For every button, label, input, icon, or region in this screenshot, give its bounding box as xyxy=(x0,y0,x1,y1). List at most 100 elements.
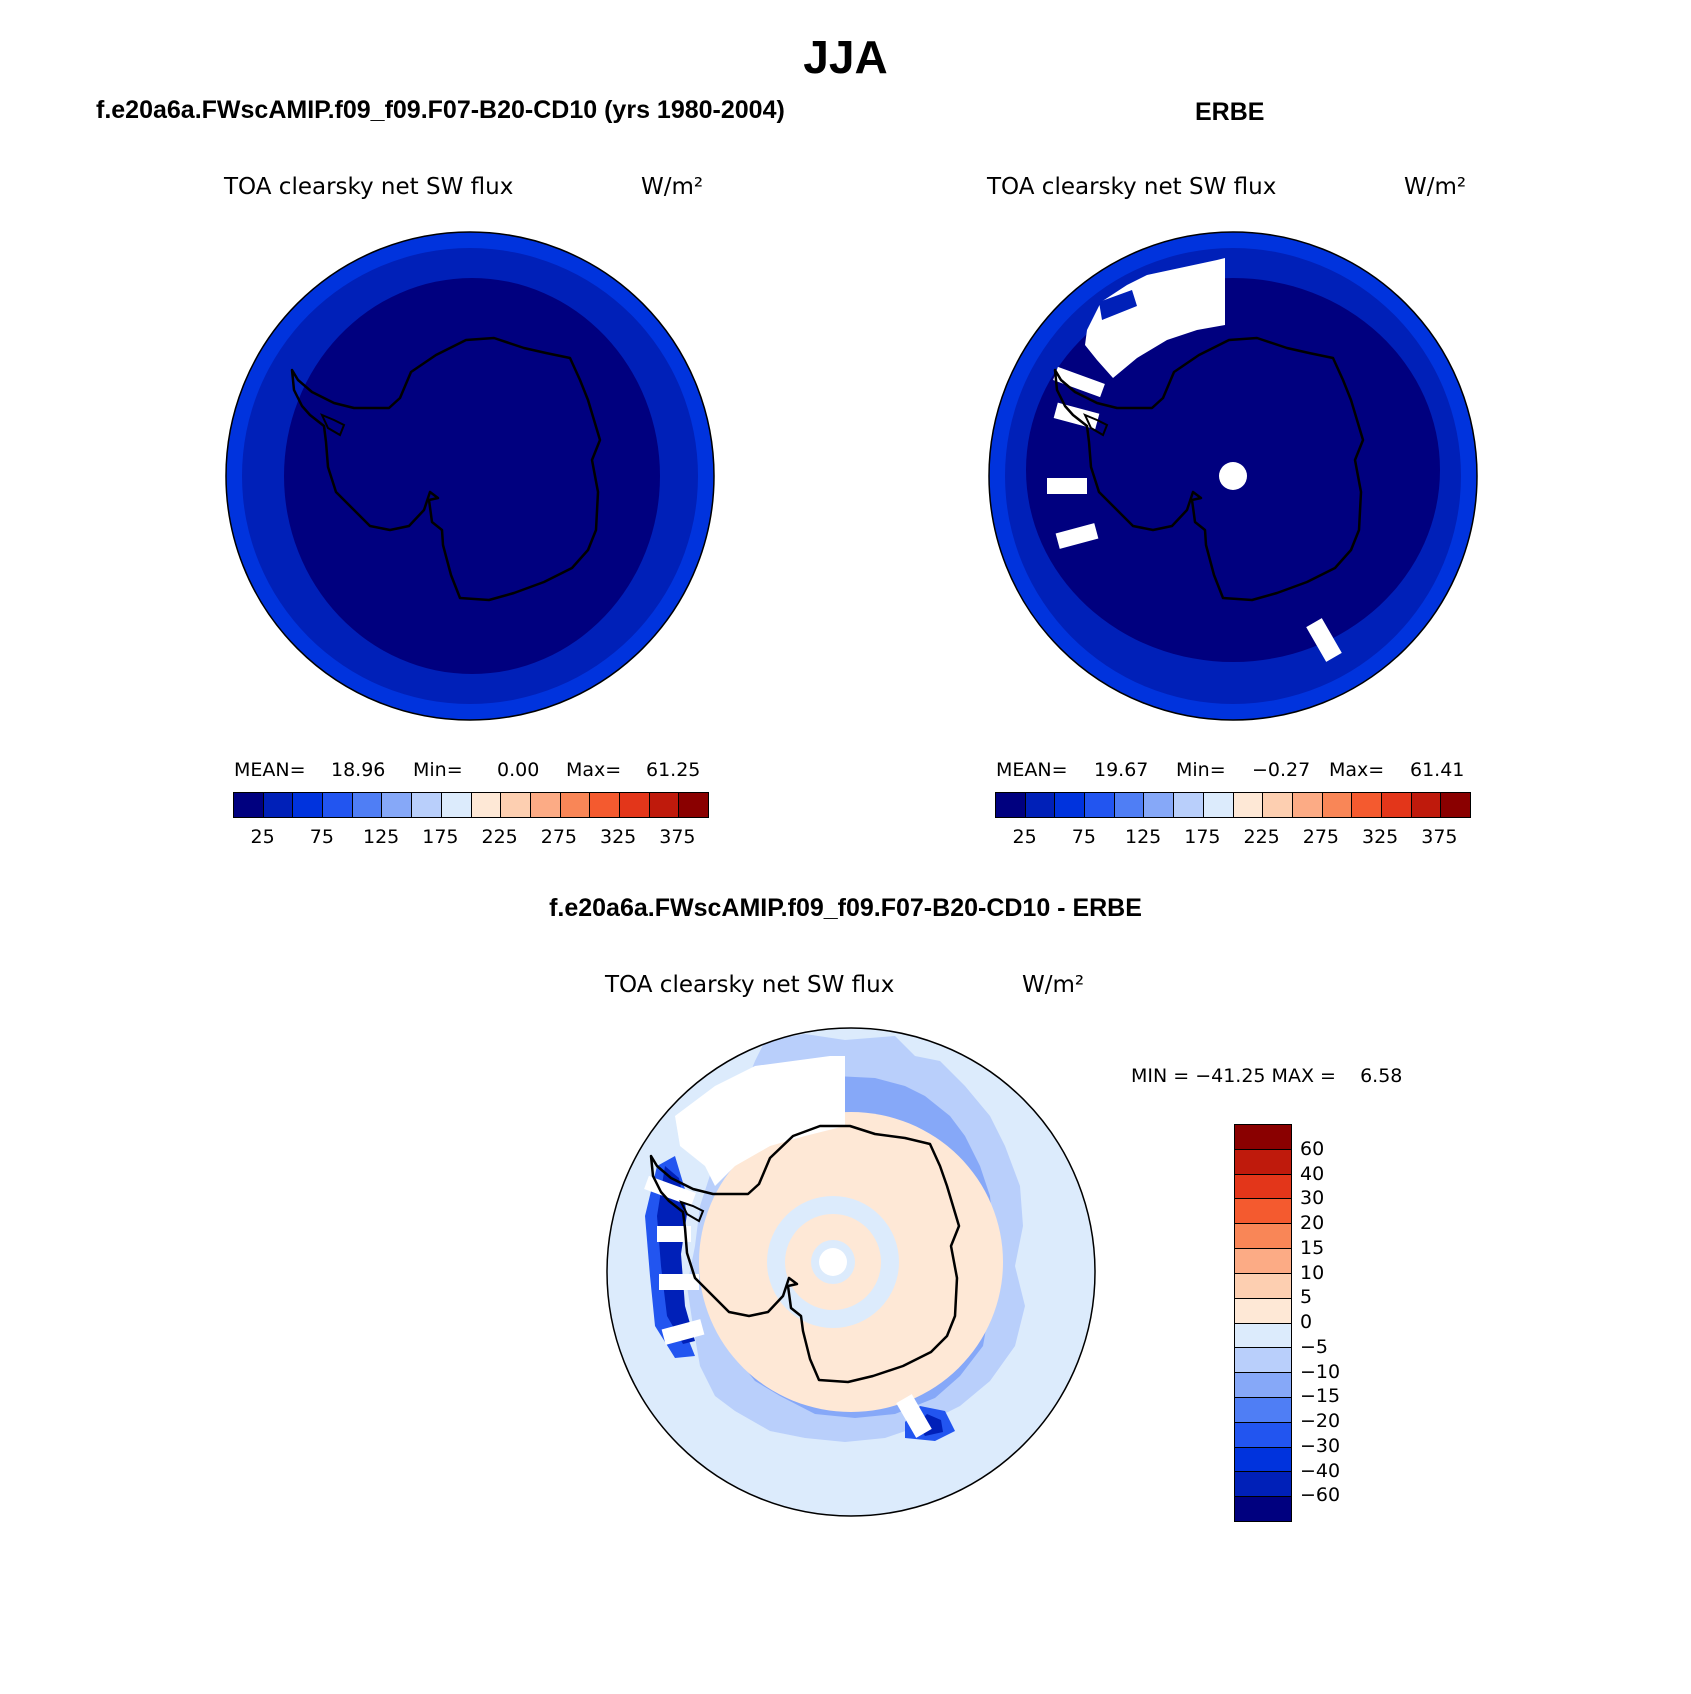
obs-colorbar-swatch xyxy=(1174,793,1204,817)
antarctica-coastline xyxy=(649,1124,961,1384)
antarctica-coastline xyxy=(1053,336,1365,602)
diff-units-label: W/m² xyxy=(1022,972,1085,998)
obs-variable-label: TOA clearsky net SW flux xyxy=(987,174,1277,200)
diff-colorbar-tick-label: 0 xyxy=(1300,1311,1313,1333)
obs-colorbar-swatch xyxy=(1322,793,1353,817)
obs-colorbar-tick-label: 175 xyxy=(1184,826,1221,848)
model-panel-title: f.e20a6a.FWscAMIP.f09_f09.F07-B20-CD10 (… xyxy=(96,96,785,124)
diff-colorbar-swatch xyxy=(1235,1273,1291,1299)
obs-colorbar-swatch xyxy=(1263,793,1293,817)
obs-colorbar-swatch xyxy=(1292,793,1323,817)
model-colorbar-ticks: 25 75 125 175 225 275 325 375 xyxy=(233,826,707,850)
obs-panel-title: ERBE xyxy=(1195,98,1265,126)
model-colorbar-swatch xyxy=(382,793,413,817)
diff-colorbar-tick-label: 60 xyxy=(1300,1137,1325,1160)
model-map xyxy=(225,231,715,721)
model-max-value: 61.25 xyxy=(646,759,701,781)
model-colorbar-swatch xyxy=(471,793,502,817)
model-colorbar-swatch xyxy=(412,793,442,817)
diff-colorbar-tick-label: 10 xyxy=(1300,1261,1325,1284)
diff-minmax-label: MIN = −41.25 MAX = 6.58 xyxy=(1131,1065,1403,1087)
diff-colorbar-swatch xyxy=(1235,1149,1291,1175)
obs-map xyxy=(988,231,1478,721)
diff-colorbar-tick-label: −40 xyxy=(1300,1459,1341,1482)
diff-colorbar-swatch xyxy=(1235,1348,1291,1374)
diff-colorbar-swatch xyxy=(1235,1323,1291,1349)
obs-colorbar-swatch xyxy=(1203,793,1234,817)
obs-colorbar-swatch xyxy=(1233,793,1264,817)
model-colorbar-swatch xyxy=(293,793,324,817)
obs-max-label: Max= xyxy=(1329,759,1385,781)
obs-max-value: 61.41 xyxy=(1410,759,1465,781)
obs-colorbar-tick-label: 325 xyxy=(1361,826,1399,848)
model-colorbar-swatch xyxy=(263,793,294,817)
diff-colorbar-swatch xyxy=(1235,1298,1291,1324)
obs-colorbar-tick-label: 375 xyxy=(1421,826,1458,848)
obs-colorbar-tick-label: 275 xyxy=(1302,826,1340,848)
diff-colorbar-swatch xyxy=(1235,1174,1291,1200)
model-colorbar-tick-label: 175 xyxy=(422,826,459,848)
model-mean-value: 18.96 xyxy=(331,759,386,781)
diff-colorbar-swatch xyxy=(1235,1125,1291,1150)
obs-min-label: Min= xyxy=(1176,759,1226,781)
missing-data-arc xyxy=(1085,258,1225,378)
diff-colorbar-tick-label: 40 xyxy=(1300,1162,1325,1185)
diff-colorbar-tick-label: −20 xyxy=(1300,1410,1341,1432)
obs-colorbar-swatch xyxy=(1055,793,1086,817)
diff-colorbar-swatch xyxy=(1235,1422,1291,1448)
model-colorbar-swatch xyxy=(649,793,680,817)
obs-colorbar-swatch xyxy=(1114,793,1145,817)
obs-mean-label: MEAN= xyxy=(996,759,1068,781)
obs-colorbar xyxy=(995,792,1471,818)
diff-colorbar-swatch xyxy=(1235,1447,1291,1473)
model-colorbar-tick-label: 75 xyxy=(309,826,334,848)
diff-colorbar-ticks: 60 40 30 20 15 10 5 0 −5 −10 −15 −20 −30 −40 −60 xyxy=(1300,1124,1380,1520)
obs-colorbar-swatch xyxy=(1025,793,1056,817)
obs-colorbar-swatch xyxy=(1381,793,1412,817)
model-colorbar-tick-label: 375 xyxy=(659,826,696,848)
model-colorbar xyxy=(233,792,709,818)
model-colorbar-swatch xyxy=(323,793,353,817)
main-title: JJA xyxy=(803,31,888,83)
obs-colorbar-tick-label: 225 xyxy=(1243,826,1280,848)
obs-units-label: W/m² xyxy=(1404,174,1467,200)
model-min-value: 0.00 xyxy=(497,759,540,781)
model-variable-label: TOA clearsky net SW flux xyxy=(224,174,514,200)
model-min-label: Min= xyxy=(413,759,463,781)
obs-colorbar-swatch xyxy=(1144,793,1175,817)
obs-mean-value: 19.67 xyxy=(1094,759,1149,781)
model-colorbar-swatch xyxy=(234,793,264,817)
model-colorbar-swatch xyxy=(560,793,591,817)
obs-colorbar-tick-label: 25 xyxy=(1012,826,1037,848)
model-units-label: W/m² xyxy=(641,174,704,200)
diff-colorbar-tick-label: −60 xyxy=(1300,1484,1341,1507)
model-colorbar-swatch xyxy=(590,793,620,817)
antarctica-coastline xyxy=(290,336,602,602)
obs-colorbar-tick-label: 125 xyxy=(1124,826,1162,848)
model-colorbar-swatch xyxy=(441,793,472,817)
model-colorbar-swatch xyxy=(530,793,561,817)
diff-colorbar-swatch xyxy=(1235,1249,1291,1274)
diff-variable-label: TOA clearsky net SW flux xyxy=(605,972,895,998)
diff-colorbar-swatch xyxy=(1235,1472,1291,1498)
diff-colorbar-tick-label: 20 xyxy=(1300,1212,1325,1234)
obs-colorbar-swatch xyxy=(1085,793,1115,817)
diff-colorbar-tick-label: −30 xyxy=(1300,1434,1341,1457)
model-colorbar-tick-label: 225 xyxy=(481,826,518,848)
model-max-label: Max= xyxy=(566,759,622,781)
obs-colorbar-ticks: 25 75 125 175 225 275 325 375 xyxy=(995,826,1469,850)
model-colorbar-swatch xyxy=(619,793,650,817)
obs-colorbar-swatch xyxy=(1441,793,1470,817)
diff-colorbar-swatch xyxy=(1235,1497,1291,1521)
diff-colorbar-tick-label: −10 xyxy=(1300,1360,1341,1383)
obs-colorbar-swatch xyxy=(996,793,1026,817)
diff-colorbar-swatch xyxy=(1235,1397,1291,1423)
model-colorbar-swatch xyxy=(679,793,708,817)
diff-panel-title: f.e20a6a.FWscAMIP.f09_f09.F07-B20-CD10 -… xyxy=(549,894,1142,922)
diff-colorbar xyxy=(1234,1124,1292,1522)
diff-colorbar-swatch xyxy=(1235,1224,1291,1250)
model-colorbar-swatch xyxy=(501,793,531,817)
diff-colorbar-tick-label: 30 xyxy=(1300,1187,1325,1210)
diff-colorbar-swatch xyxy=(1235,1199,1291,1225)
model-colorbar-tick-label: 125 xyxy=(362,826,400,848)
